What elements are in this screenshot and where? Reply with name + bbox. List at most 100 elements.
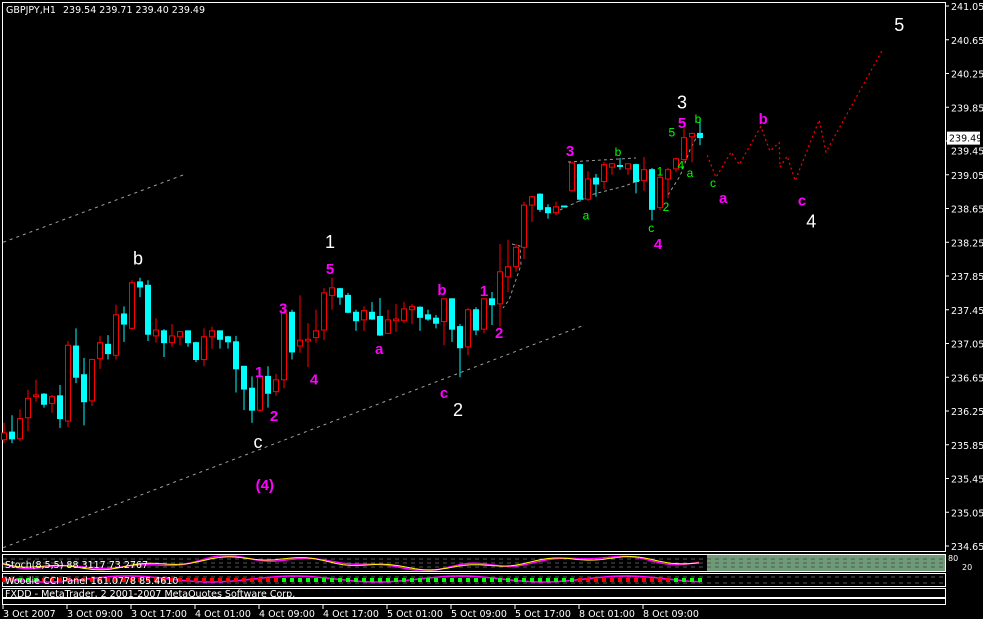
candle — [241, 365, 247, 411]
candle — [321, 287, 327, 341]
candle — [385, 309, 391, 335]
candle — [249, 376, 255, 423]
price-axis[interactable]: 241.05 240.65 240.25 239.85 239.45 239.05 238.… — [945, 2, 983, 553]
candle-body — [665, 169, 671, 180]
symbol-label: GBPJPY,H1 — [6, 5, 56, 16]
cci-dot — [562, 578, 566, 582]
candle — [641, 157, 647, 191]
cci-dot — [506, 578, 510, 582]
time-label: 8 Oct 09:00 — [643, 609, 699, 619]
candle-body — [385, 319, 391, 334]
wave-label-white: 3 — [677, 93, 687, 113]
candle — [137, 277, 143, 298]
cci-dot — [642, 578, 646, 582]
price-label: 236.65 — [951, 373, 983, 384]
cci-dot — [298, 578, 302, 582]
candle — [689, 132, 695, 163]
candle-body — [57, 395, 63, 420]
candle-body — [201, 336, 207, 361]
ohlc-readout: 239.54 239.71 239.40 239.49 — [63, 5, 205, 16]
candle — [105, 335, 111, 360]
candle-body — [81, 374, 87, 403]
wave-label-magenta: 4 — [310, 372, 319, 389]
wave-label-magenta: 5 — [326, 261, 334, 278]
wave-label-magenta: a — [375, 341, 384, 358]
wave-label-white: 4 — [806, 212, 816, 232]
candle — [345, 292, 351, 314]
cci-dot — [2, 578, 6, 582]
trendline[interactable] — [3, 324, 585, 549]
candle-body — [25, 397, 31, 419]
stochastic-panel[interactable]: Stoch(8,5,5) 88.3117 73.2767 80 20 — [2, 554, 973, 572]
candle — [177, 330, 183, 346]
cci-dot — [106, 578, 110, 582]
candle-body — [697, 132, 703, 139]
time-label: 8 Oct 01:00 — [579, 609, 635, 619]
candle — [145, 280, 151, 341]
cci-dot — [114, 578, 118, 582]
copyright-label: FXDD - MetaTrader, 2 2001-2007 MetaQuote… — [5, 589, 295, 600]
stoch-level-20: 20 — [962, 563, 972, 572]
cci-dot — [354, 578, 358, 582]
candle-body — [329, 287, 335, 296]
cci-dot — [466, 578, 470, 582]
wave-label-magenta: b — [759, 111, 768, 128]
cci-dot — [530, 578, 534, 582]
cci-dot — [650, 578, 654, 582]
price-label: 235.85 — [951, 441, 983, 452]
main-chart-pane[interactable] — [2, 2, 946, 552]
channel-line — [502, 243, 522, 309]
time-axis[interactable]: 3 Oct 2007 3 Oct 09:00 3 Oct 17:00 4 Oct 01… — [2, 605, 699, 619]
cci-dot — [386, 578, 390, 582]
candle — [673, 157, 679, 173]
wave-label-green: c — [710, 176, 716, 190]
candle — [81, 357, 87, 426]
candle-body — [217, 330, 223, 340]
candle-body — [513, 246, 519, 268]
candle-body — [265, 375, 271, 394]
cci-dot — [18, 578, 22, 582]
price-label: 240.25 — [951, 70, 983, 81]
cci-dot — [682, 578, 686, 582]
cci-panel[interactable]: Woodie CCI Panel 161.0778 85.4610 — [2, 573, 946, 588]
wave-label-magenta: 5 — [678, 115, 686, 132]
candle-body — [113, 314, 119, 356]
cci-dot — [618, 578, 622, 582]
cci-dot — [122, 578, 126, 582]
trendline[interactable] — [3, 173, 187, 243]
price-label: 237.45 — [951, 306, 983, 317]
time-label: 5 Oct 17:00 — [515, 609, 571, 619]
cci-dot — [458, 578, 462, 582]
cci-dot — [178, 578, 182, 582]
cci-dot — [234, 578, 238, 582]
cci-dot — [370, 578, 374, 582]
channel-line — [567, 157, 637, 163]
cci-dot — [450, 578, 454, 582]
candle-body — [417, 306, 423, 318]
candle — [625, 163, 631, 175]
candle — [537, 193, 543, 212]
wave-label-green: 5 — [668, 126, 675, 140]
cci-dot — [226, 578, 230, 582]
wave-label-magenta: 1 — [480, 283, 488, 300]
cci-dot — [66, 578, 70, 582]
candle-body — [553, 206, 559, 214]
wave-label-white: b — [133, 249, 143, 269]
candle — [313, 309, 319, 343]
candle-body — [241, 365, 247, 390]
price-label: 237.05 — [951, 340, 983, 351]
cci-dot — [394, 578, 398, 582]
candle-body — [209, 330, 215, 338]
candle-body — [337, 288, 343, 298]
cci-dot — [266, 578, 270, 582]
candle-body — [681, 137, 687, 161]
info-panel: FXDD - MetaTrader, 2 2001-2007 MetaQuote… — [2, 588, 946, 605]
candle — [561, 205, 567, 208]
candle — [377, 297, 383, 336]
candle-body — [601, 164, 607, 182]
cci-dot — [426, 578, 430, 582]
candle — [489, 292, 495, 325]
candle-body — [641, 169, 647, 182]
candle — [201, 328, 207, 367]
